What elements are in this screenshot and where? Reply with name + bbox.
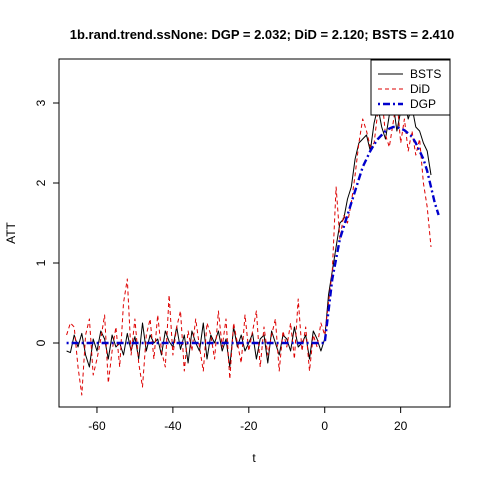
x-axis-label: t xyxy=(252,451,256,465)
x-tick-label: -20 xyxy=(240,419,258,433)
x-axis: -60 -40 -20 0 20 xyxy=(88,407,408,433)
x-tick-label: 20 xyxy=(394,419,408,433)
y-tick-label: 0 xyxy=(34,339,48,346)
series-line-dgp xyxy=(66,125,440,345)
chart-title: 1b.rand.trend.ssNone: DGP = 2.032; DiD =… xyxy=(70,27,455,42)
legend-box xyxy=(370,59,451,116)
legend-label: DGP xyxy=(410,97,436,111)
x-tick-label: -40 xyxy=(164,419,182,433)
y-tick-label: 1 xyxy=(34,259,48,266)
series-line-did xyxy=(66,94,432,396)
legend-label: BSTS xyxy=(410,67,441,81)
y-tick-label: 2 xyxy=(34,179,48,186)
x-tick-label: 0 xyxy=(321,419,328,433)
y-axis: 0 1 2 3 xyxy=(34,99,59,346)
series-line-bsts xyxy=(66,98,432,368)
series-layer xyxy=(66,94,440,396)
legend-label: DiD xyxy=(410,82,430,96)
plot-frame xyxy=(58,58,451,408)
y-tick-label: 3 xyxy=(34,99,48,106)
y-axis-label: ATT xyxy=(4,221,18,243)
x-tick-label: -60 xyxy=(88,419,106,433)
